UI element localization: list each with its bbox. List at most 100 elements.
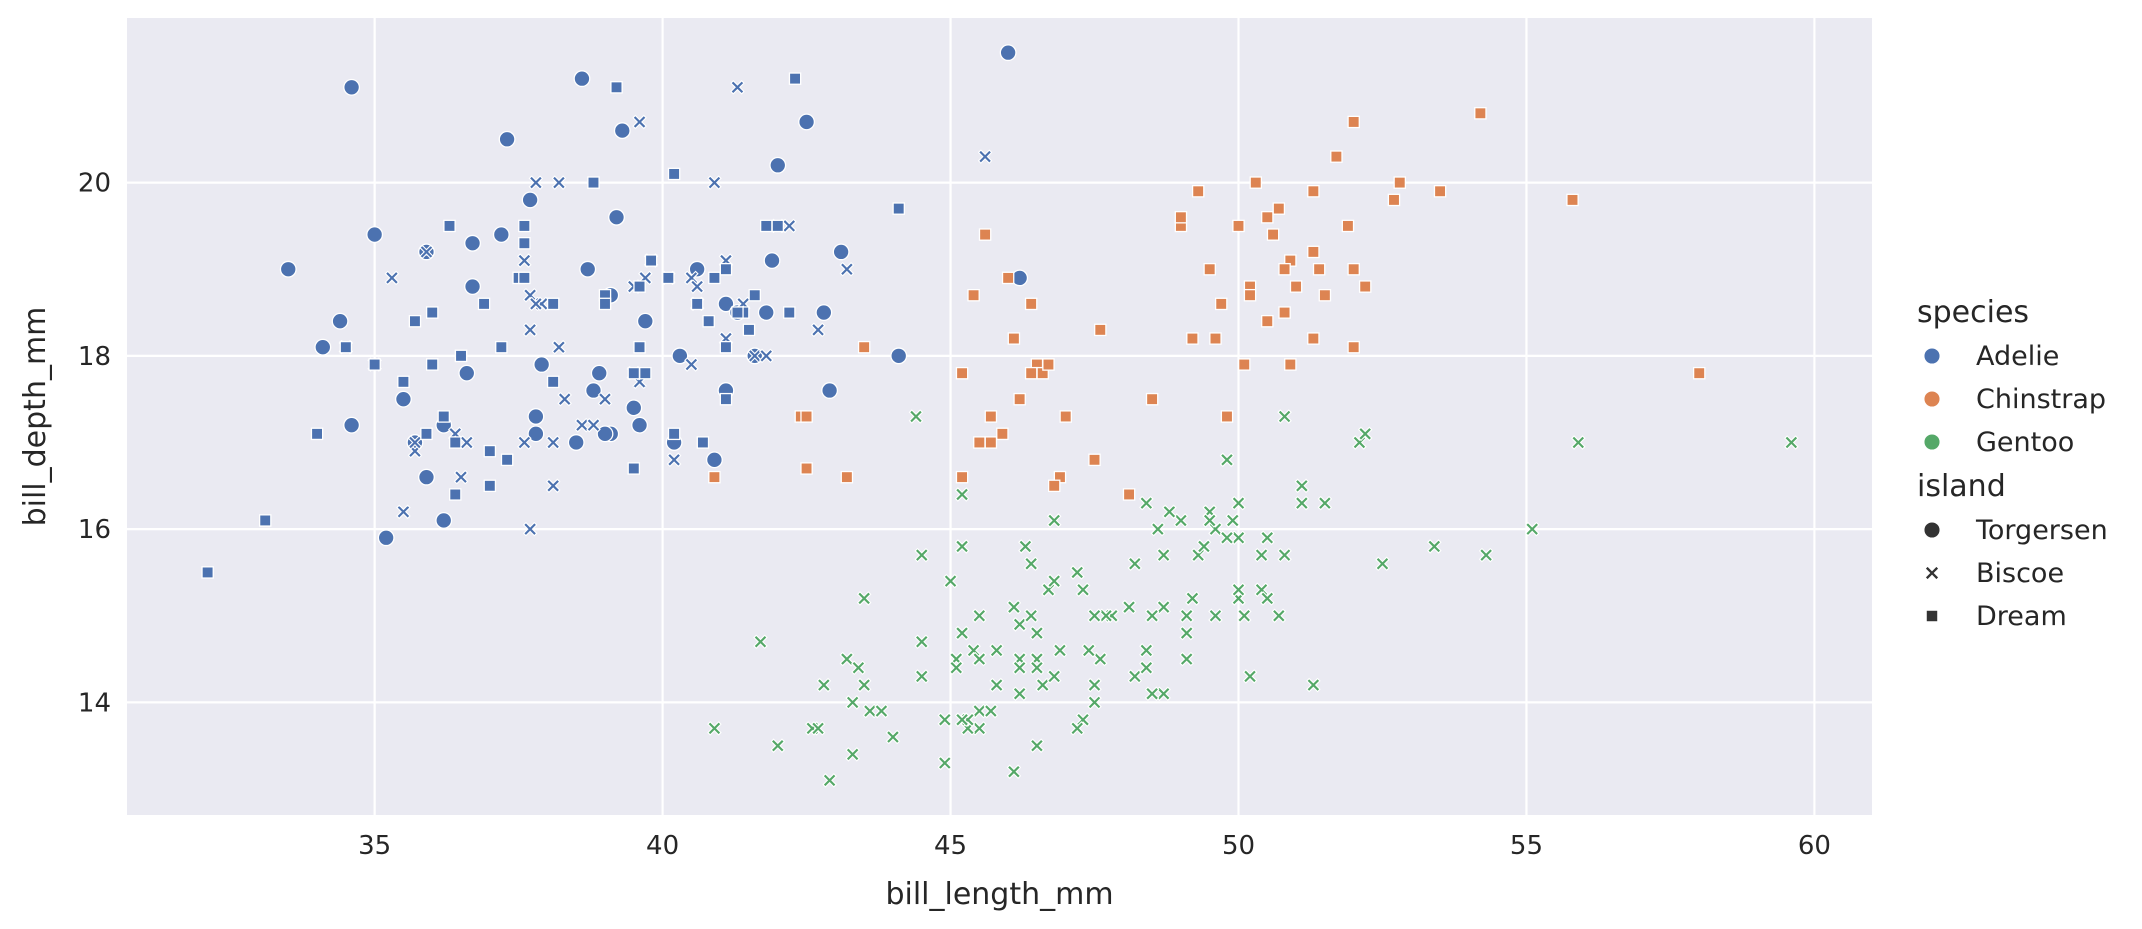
point-chinstrap-dream [1174, 210, 1188, 224]
point-gentoo-biscoe [1098, 608, 1114, 624]
point-adelie-torgersen [464, 234, 481, 252]
point-gentoo-biscoe [845, 695, 860, 710]
point-chinstrap-dream [1042, 358, 1055, 371]
point-adelie-biscoe [453, 469, 469, 485]
tick-labels: 35 40 45 50 55 60 14 16 18 20 [78, 169, 1831, 861]
point-gentoo-biscoe [1121, 599, 1137, 615]
point-gentoo-biscoe [1254, 547, 1269, 563]
point-gentoo-biscoe [1260, 530, 1275, 546]
point-gentoo-biscoe [937, 712, 953, 727]
point-chinstrap-dream [1145, 392, 1159, 406]
point-gentoo-biscoe [822, 773, 837, 788]
point-adelie-torgersen [498, 130, 516, 148]
point-chinstrap-dream [1318, 288, 1332, 302]
point-chinstrap-dream [1186, 332, 1199, 345]
point-chinstrap-dream [1024, 297, 1038, 311]
point-adelie-dream [719, 392, 733, 406]
point-gentoo-biscoe [954, 487, 970, 502]
point-adelie-torgersen [343, 416, 361, 434]
point-gentoo-biscoe [908, 409, 924, 424]
point-adelie-torgersen [533, 356, 551, 373]
point-adelie-dream [495, 340, 508, 354]
point-gentoo-biscoe [1023, 556, 1039, 572]
point-chinstrap-dream [1214, 297, 1228, 311]
x-tick-label: 40 [646, 831, 679, 861]
point-chinstrap-dream [1249, 176, 1263, 189]
point-gentoo-biscoe [1784, 435, 1799, 450]
point-gentoo-biscoe [1260, 591, 1275, 606]
point-gentoo-biscoe [810, 721, 826, 736]
point-adelie-biscoe [407, 435, 423, 450]
point-adelie-dream [783, 306, 796, 319]
point-chinstrap-dream [1047, 479, 1061, 493]
point-adelie-dream [449, 488, 462, 501]
point-gentoo-biscoe [753, 634, 768, 650]
point-adelie-biscoe [517, 253, 532, 268]
point-gentoo-biscoe [1139, 643, 1154, 658]
point-gentoo-biscoe [1242, 669, 1258, 684]
point-gentoo-biscoe [845, 747, 860, 762]
point-gentoo-biscoe [1478, 547, 1494, 563]
point-chinstrap-dream [1261, 314, 1274, 328]
point-chinstrap-dream [984, 410, 998, 423]
point-chinstrap-dream [1088, 453, 1101, 467]
point-adelie-dream [690, 297, 704, 311]
point-gentoo-biscoe [1127, 669, 1143, 684]
point-adelie-biscoe [522, 322, 538, 338]
point-gentoo-biscoe [1179, 651, 1194, 667]
point-chinstrap-dream [984, 436, 998, 449]
legend: species island Adelie Chinstrap Gentoo Torg… [1917, 295, 2108, 632]
point-chinstrap-dream [1307, 245, 1320, 259]
point-adelie-dream [748, 288, 761, 302]
point-gentoo-biscoe [1144, 608, 1160, 624]
point-gentoo-biscoe [1150, 521, 1166, 537]
point-adelie-torgersen [625, 399, 643, 417]
point-gentoo-biscoe [949, 660, 964, 676]
point-gentoo-biscoe [1375, 556, 1390, 572]
point-adelie-dream [500, 453, 514, 467]
point-chinstrap-dream [840, 470, 854, 484]
point-gentoo-biscoe [1357, 426, 1373, 442]
point-gentoo-biscoe [1219, 530, 1235, 546]
point-adelie-dream [397, 375, 410, 389]
point-adelie-biscoe [782, 218, 797, 234]
point-adelie-torgersen [821, 382, 839, 399]
point-adelie-biscoe [545, 478, 561, 494]
point-adelie-dream [454, 349, 468, 363]
point-adelie-dream [449, 436, 462, 449]
point-adelie-dream [546, 375, 560, 389]
point-chinstrap-dream [1278, 262, 1291, 276]
point-gentoo-biscoe [1208, 608, 1223, 624]
point-adelie-torgersen [331, 312, 349, 330]
point-gentoo-biscoe [1231, 495, 1246, 511]
point-gentoo-biscoe [972, 608, 987, 624]
x-axis-label: bill_length_mm [885, 877, 1113, 912]
point-adelie-torgersen [596, 425, 614, 443]
point-gentoo-biscoe [1179, 625, 1194, 641]
point-chinstrap-dream [1278, 306, 1291, 319]
point-gentoo-biscoe [1127, 556, 1143, 572]
point-gentoo-biscoe [1162, 504, 1177, 520]
point-adelie-torgersen [521, 191, 539, 209]
y-tick-label: 20 [78, 169, 111, 199]
legend-label-adelie: Adelie [1976, 341, 2059, 372]
point-gentoo-biscoe [1052, 643, 1068, 658]
point-gentoo-biscoe [1185, 591, 1200, 606]
point-chinstrap-dream [996, 427, 1009, 441]
point-adelie-torgersen [366, 226, 384, 244]
point-chinstrap-dream [1347, 115, 1360, 129]
point-chinstrap-dream [1013, 392, 1026, 406]
point-adelie-torgersen [999, 44, 1017, 62]
point-chinstrap-dream [857, 340, 871, 354]
point-chinstrap-dream [1001, 271, 1015, 285]
point-gentoo-biscoe [1294, 495, 1310, 511]
point-gentoo-biscoe [914, 634, 930, 650]
point-adelie-biscoe [684, 357, 699, 372]
legend-title-island: island [1917, 469, 2006, 504]
point-adelie-torgersen [418, 468, 435, 486]
point-chinstrap-dream [1238, 358, 1251, 371]
point-adelie-biscoe [419, 244, 434, 260]
point-chinstrap-dream [1692, 366, 1706, 380]
point-gentoo-biscoe [1156, 599, 1171, 615]
